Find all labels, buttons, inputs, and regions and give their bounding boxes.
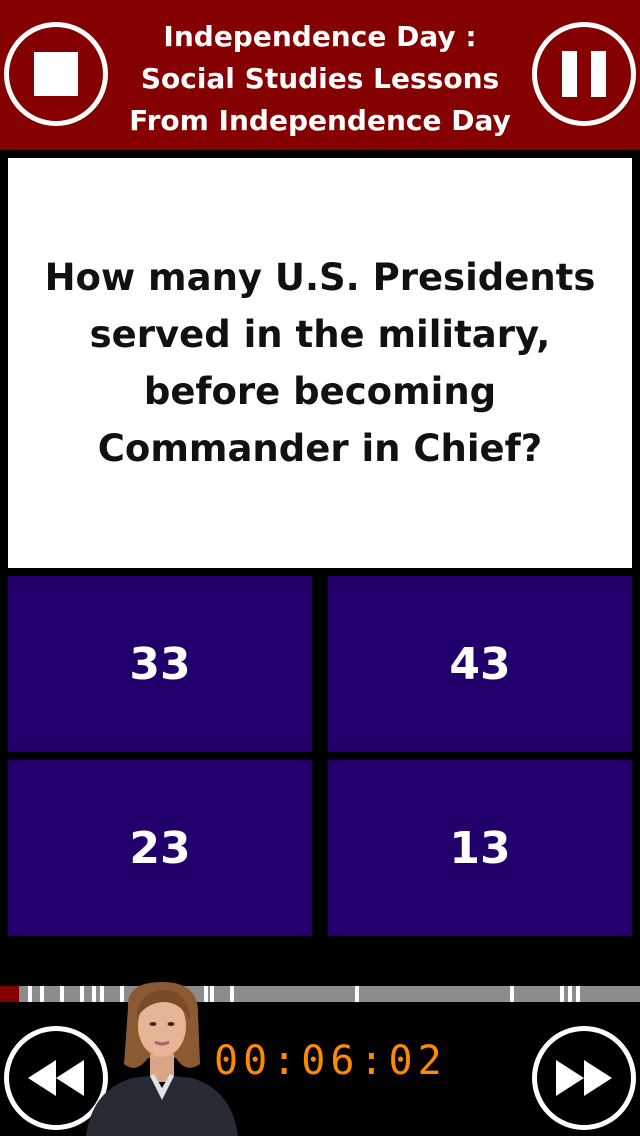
title-line-2: Social Studies Lessons xyxy=(140,62,500,95)
progress-tick xyxy=(100,986,104,1002)
rewind-button[interactable] xyxy=(4,1026,108,1130)
progress-tick xyxy=(92,986,96,1002)
progress-tick xyxy=(28,986,32,1002)
title-line-1: Independence Day : xyxy=(163,20,477,53)
header-bar: Independence Day : Social Studies Lesson… xyxy=(0,0,640,150)
stop-icon xyxy=(34,52,78,96)
rewind-icon xyxy=(28,1060,84,1096)
progress-tick xyxy=(230,986,234,1002)
answer-option-1[interactable]: 33 xyxy=(8,576,312,752)
answer-option-2[interactable]: 43 xyxy=(328,576,632,752)
progress-tick xyxy=(576,986,580,1002)
fast-forward-button[interactable] xyxy=(532,1026,636,1130)
progress-fill xyxy=(0,986,20,1002)
question-card: How many U.S. Presidents served in the m… xyxy=(8,158,632,568)
progress-tick xyxy=(80,986,84,1002)
fast-forward-icon xyxy=(556,1060,612,1096)
pause-button[interactable] xyxy=(532,22,636,126)
progress-tick xyxy=(510,986,514,1002)
answer-option-3[interactable]: 23 xyxy=(8,760,312,936)
progress-tick xyxy=(40,986,44,1002)
page-title: Independence Day : Social Studies Lesson… xyxy=(120,16,520,142)
progress-tick xyxy=(204,986,208,1002)
presenter-avatar xyxy=(86,982,238,1136)
progress-tick xyxy=(210,986,214,1002)
question-text: How many U.S. Presidents served in the m… xyxy=(44,256,596,470)
progress-tick xyxy=(60,986,64,1002)
elapsed-timer: 00:06:02 xyxy=(214,1038,447,1084)
progress-tick xyxy=(355,986,359,1002)
title-line-3: From Independence Day xyxy=(129,104,511,137)
answer-option-4[interactable]: 13 xyxy=(328,760,632,936)
progress-tick xyxy=(568,986,572,1002)
stop-button[interactable] xyxy=(4,22,108,126)
progress-tick xyxy=(120,986,124,1002)
pause-icon xyxy=(562,51,606,97)
progress-tick xyxy=(560,986,564,1002)
